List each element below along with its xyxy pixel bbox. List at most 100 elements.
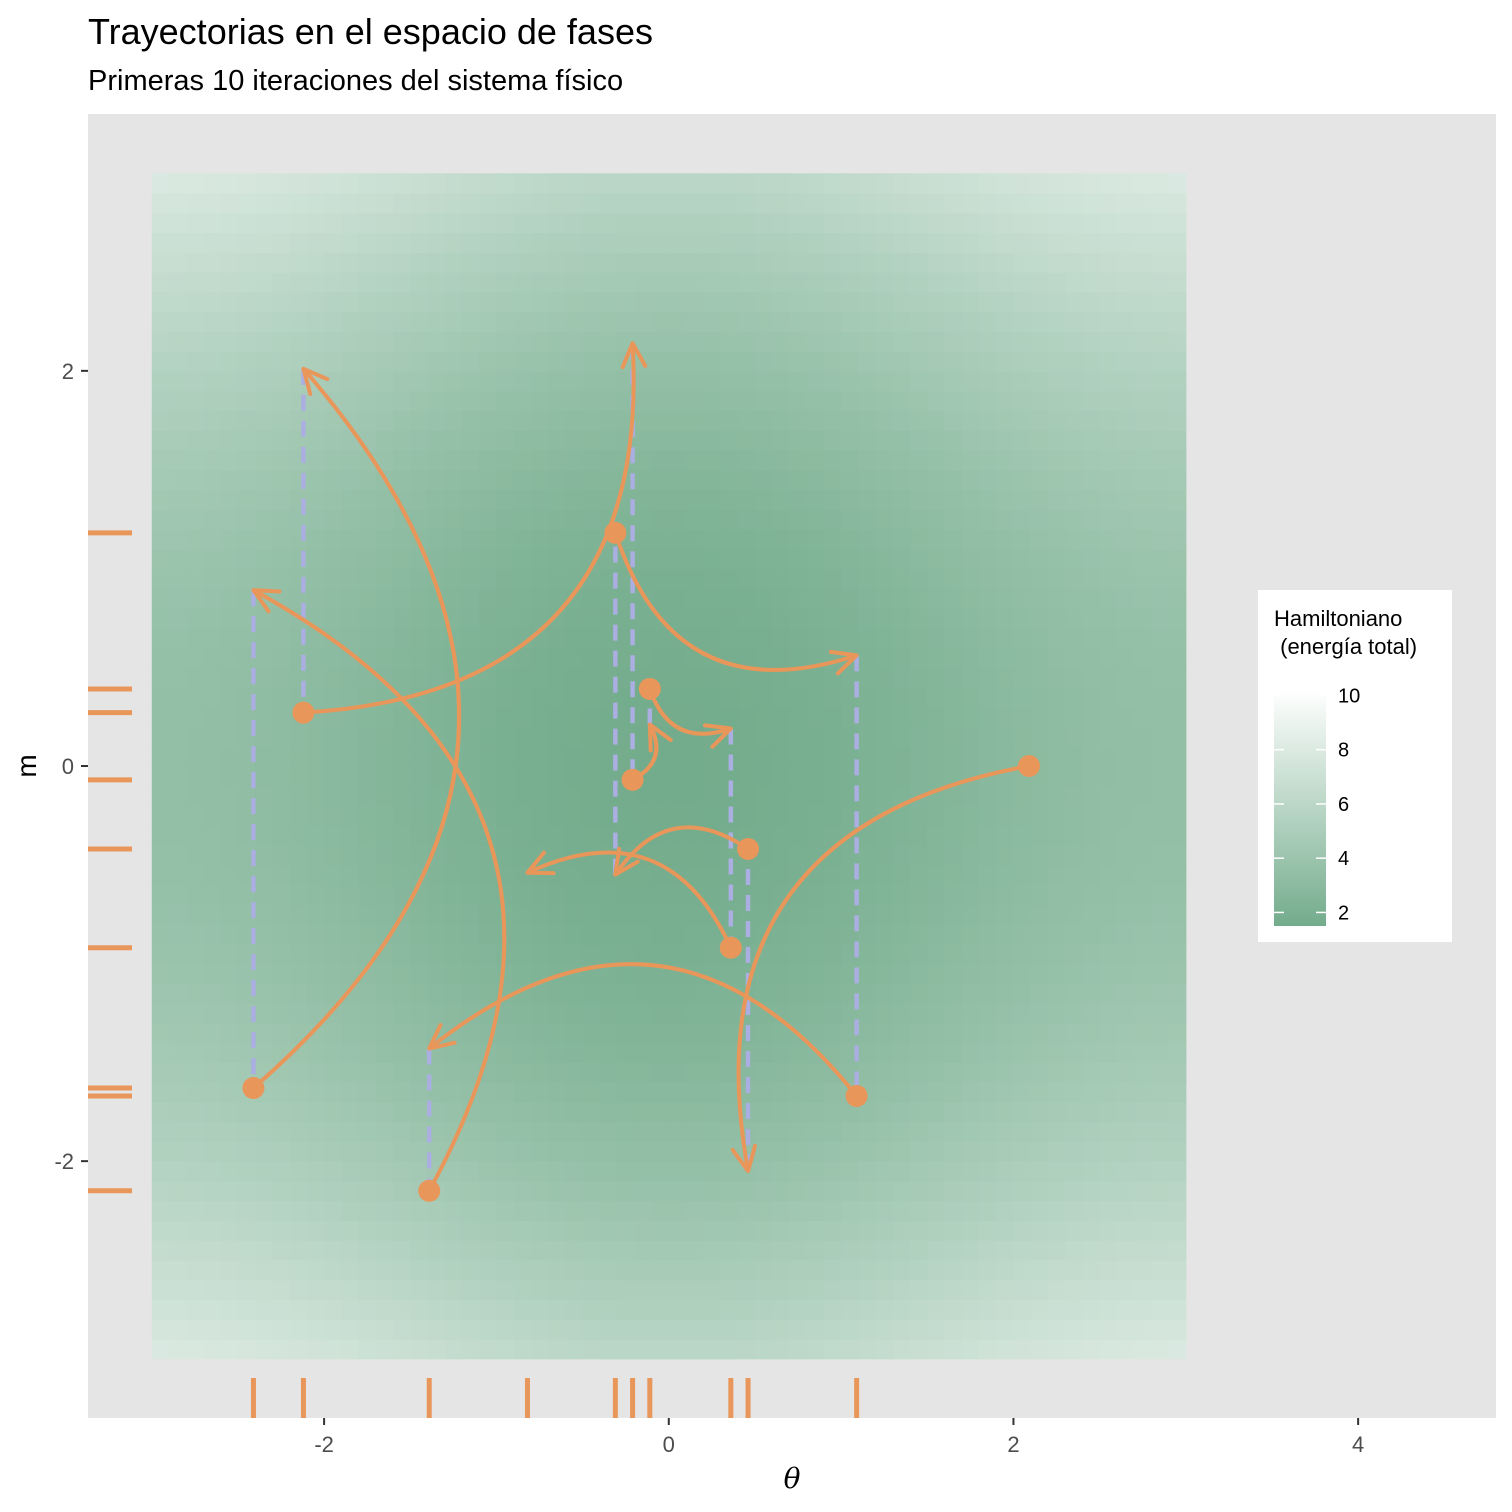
heat-cell <box>513 1082 532 1103</box>
heat-cell <box>1116 449 1135 471</box>
heat-cell <box>737 607 756 629</box>
heat-cell <box>1099 1141 1118 1162</box>
heat-cell <box>858 1338 877 1360</box>
heat-cell <box>220 449 239 471</box>
heat-cell <box>530 647 549 668</box>
heat-cell <box>1099 1180 1118 1202</box>
heat-cell <box>1047 252 1066 273</box>
heat-cell <box>772 1101 791 1123</box>
arrow-head <box>647 722 673 753</box>
heat-cell <box>289 232 308 253</box>
heat-cell <box>617 1299 635 1320</box>
heat-cell <box>169 607 187 629</box>
heat-cell <box>151 430 170 451</box>
heat-cell <box>548 1161 566 1182</box>
heat-cell <box>444 1338 463 1360</box>
heat-cell <box>565 1003 584 1024</box>
heat-cell <box>927 1200 946 1222</box>
heat-cell <box>1082 212 1101 234</box>
heat-cell <box>910 1082 928 1103</box>
heat-cell <box>806 1141 825 1162</box>
heat-cell <box>1013 983 1032 1004</box>
heat-cell <box>530 528 549 550</box>
heat-cell <box>1047 627 1066 649</box>
heat-cell <box>255 884 273 905</box>
heat-cell <box>306 1121 325 1142</box>
heat-cell <box>634 193 653 214</box>
heat-cell <box>324 983 342 1004</box>
heat-cell <box>634 410 653 431</box>
heat-cell <box>668 845 687 866</box>
heat-cell <box>341 1022 360 1044</box>
heat-cell <box>978 1200 997 1222</box>
heat-cell <box>220 1279 239 1301</box>
heat-cell <box>427 1319 446 1340</box>
heat-cell <box>410 1338 429 1360</box>
heat-cell <box>892 845 911 866</box>
heat-cell <box>634 607 653 629</box>
heat-cell <box>978 193 997 214</box>
heat-cell <box>599 430 618 451</box>
heat-cell <box>1134 212 1152 234</box>
heat-cell <box>324 410 342 431</box>
heat-cell <box>892 1042 911 1063</box>
heat-cell <box>582 667 601 688</box>
heat-cell <box>703 509 722 530</box>
heat-cell <box>1047 924 1066 945</box>
heat-cell <box>341 706 360 728</box>
heat-cell <box>1151 627 1170 649</box>
heat-cell <box>1116 1240 1135 1261</box>
heat-cell <box>1116 726 1135 747</box>
heat-cell <box>1099 706 1118 728</box>
heat-cell <box>324 193 342 214</box>
heat-cell <box>341 983 360 1004</box>
heat-cell <box>410 331 429 352</box>
heat-cell <box>479 1220 498 1241</box>
heat-cell <box>393 528 411 550</box>
heat-cell <box>789 311 808 332</box>
heat-cell <box>169 390 187 411</box>
heat-cell <box>806 193 825 214</box>
heat-cell <box>944 548 963 570</box>
heat-cell <box>1030 864 1049 886</box>
heat-cell <box>548 568 566 589</box>
heat-cell <box>823 785 842 807</box>
heat-cell <box>892 1022 911 1044</box>
heat-cell <box>772 904 791 925</box>
heat-cell <box>1047 1220 1066 1241</box>
heat-cell <box>961 1042 980 1063</box>
heat-cell <box>1030 667 1049 688</box>
heat-cell <box>1013 173 1032 194</box>
heat-cell <box>651 1279 670 1301</box>
heat-cell <box>892 193 911 214</box>
heat-cell <box>548 1121 566 1142</box>
heat-cell <box>737 193 756 214</box>
heat-cell <box>1065 449 1083 471</box>
heat-cell <box>186 647 205 668</box>
heat-cell <box>496 588 515 609</box>
heat-cell <box>410 1141 429 1162</box>
heat-cell <box>927 864 946 886</box>
heat-cell <box>255 1022 273 1044</box>
heat-cell <box>306 1062 325 1083</box>
heat-cell <box>203 469 222 490</box>
heat-cell <box>961 588 980 609</box>
heat-cell <box>1151 884 1170 905</box>
heat-cell <box>186 686 205 708</box>
heat-cell <box>461 647 480 668</box>
heat-cell <box>582 924 601 945</box>
heat-cell <box>737 627 756 649</box>
heat-cell <box>599 943 618 965</box>
heat-cell <box>651 785 670 807</box>
heat-cell <box>151 924 170 945</box>
heat-cell <box>823 924 842 945</box>
heat-cell <box>186 904 205 925</box>
heat-cell <box>686 489 704 510</box>
heat-cell <box>1030 1200 1049 1222</box>
heat-cell <box>220 785 239 807</box>
heat-cell <box>668 647 687 668</box>
heat-cell <box>513 845 532 866</box>
heat-cell <box>875 1240 894 1261</box>
heat-cell <box>410 845 429 866</box>
heat-cell <box>375 410 394 431</box>
